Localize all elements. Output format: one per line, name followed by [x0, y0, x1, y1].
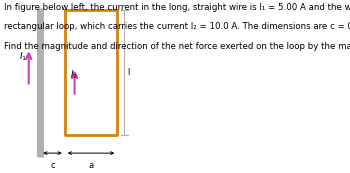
- Text: l: l: [128, 68, 130, 77]
- Text: $I_1$: $I_1$: [19, 51, 27, 63]
- Text: $I_2$: $I_2$: [70, 68, 78, 81]
- Text: c: c: [50, 161, 55, 170]
- Text: In figure below left, the current in the long, straight wire is I₁ = 5.00 A and : In figure below left, the current in the…: [4, 3, 350, 12]
- Text: rectangular loop, which carries the current I₂ = 10.0 A. The dimensions are c = : rectangular loop, which carries the curr…: [4, 22, 350, 31]
- Text: Find the magnitude and direction of the net force exerted on the loop by the mag: Find the magnitude and direction of the …: [4, 42, 350, 51]
- Text: a: a: [89, 161, 93, 170]
